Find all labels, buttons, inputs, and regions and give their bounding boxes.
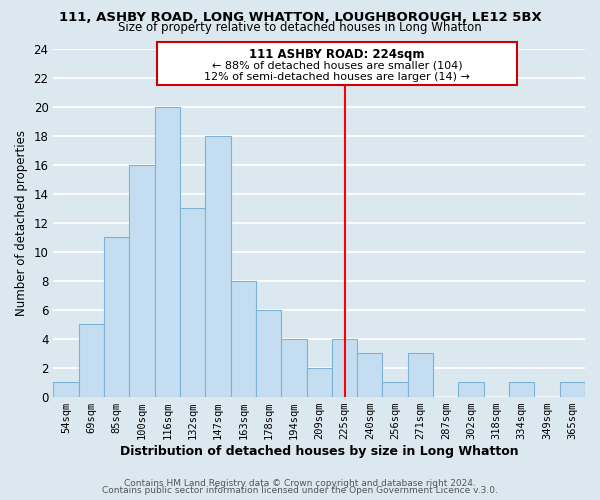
X-axis label: Distribution of detached houses by size in Long Whatton: Distribution of detached houses by size … bbox=[120, 444, 518, 458]
Bar bbox=[130, 165, 155, 396]
Text: Contains HM Land Registry data © Crown copyright and database right 2024.: Contains HM Land Registry data © Crown c… bbox=[124, 478, 476, 488]
Bar bbox=[180, 208, 205, 396]
Text: 12% of semi-detached houses are larger (14) →: 12% of semi-detached houses are larger (… bbox=[204, 72, 470, 82]
Bar bbox=[307, 368, 332, 396]
Bar bbox=[408, 353, 433, 397]
FancyBboxPatch shape bbox=[157, 42, 517, 85]
Bar bbox=[256, 310, 281, 396]
Bar bbox=[205, 136, 230, 396]
Bar bbox=[458, 382, 484, 396]
Bar bbox=[382, 382, 408, 396]
Bar bbox=[104, 238, 130, 396]
Bar bbox=[281, 338, 307, 396]
Y-axis label: Number of detached properties: Number of detached properties bbox=[15, 130, 28, 316]
Bar bbox=[53, 382, 79, 396]
Bar bbox=[230, 280, 256, 396]
Text: ← 88% of detached houses are smaller (104): ← 88% of detached houses are smaller (10… bbox=[212, 60, 462, 70]
Bar bbox=[155, 107, 180, 397]
Text: 111 ASHBY ROAD: 224sqm: 111 ASHBY ROAD: 224sqm bbox=[249, 48, 425, 60]
Bar bbox=[509, 382, 535, 396]
Text: 111, ASHBY ROAD, LONG WHATTON, LOUGHBOROUGH, LE12 5BX: 111, ASHBY ROAD, LONG WHATTON, LOUGHBORO… bbox=[59, 11, 541, 24]
Bar bbox=[560, 382, 585, 396]
Bar bbox=[332, 338, 357, 396]
Bar bbox=[79, 324, 104, 396]
Bar bbox=[357, 353, 382, 397]
Text: Contains public sector information licensed under the Open Government Licence v.: Contains public sector information licen… bbox=[102, 486, 498, 495]
Text: Size of property relative to detached houses in Long Whatton: Size of property relative to detached ho… bbox=[118, 21, 482, 34]
